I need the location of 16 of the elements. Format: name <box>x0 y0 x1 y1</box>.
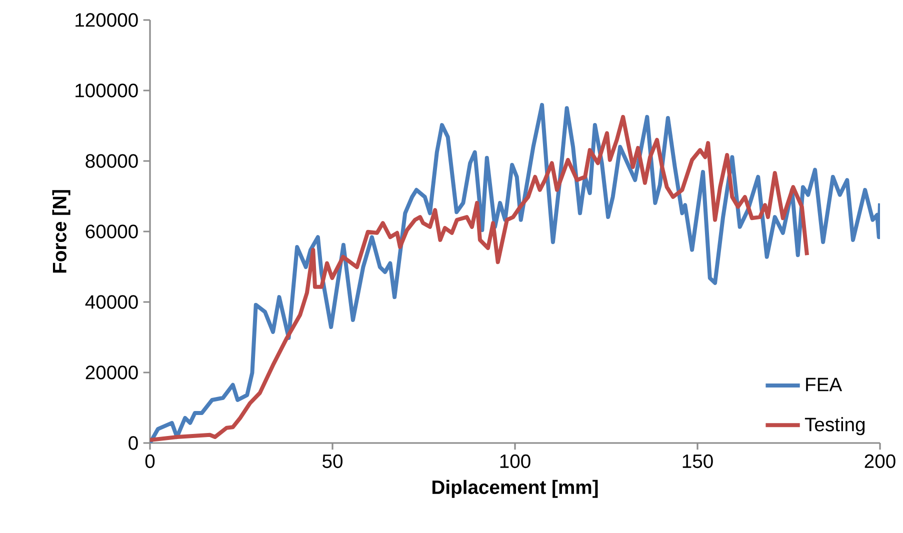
x-axis-title: Diplacement [mm] <box>432 480 598 498</box>
y-axis-title: Force [N] <box>52 190 70 273</box>
y-tick-label: 120000 <box>76 13 138 27</box>
x-tick-label: 100 <box>500 454 530 468</box>
y-tick-label: 80000 <box>86 154 138 168</box>
x-tick-label: 50 <box>322 454 342 468</box>
y-tick-label: 0 <box>128 436 138 450</box>
x-tick-label: 200 <box>864 454 896 468</box>
y-tick-label: 100000 <box>76 84 138 98</box>
legend-label: FEA <box>806 378 842 392</box>
y-tick-label: 20000 <box>86 366 138 380</box>
y-tick-label: 40000 <box>85 295 138 309</box>
y-tick-label: 60000 <box>86 224 138 238</box>
x-tick-label: 150 <box>682 454 713 468</box>
x-tick-label: 0 <box>145 454 155 468</box>
legend-label: Testing <box>804 417 865 436</box>
